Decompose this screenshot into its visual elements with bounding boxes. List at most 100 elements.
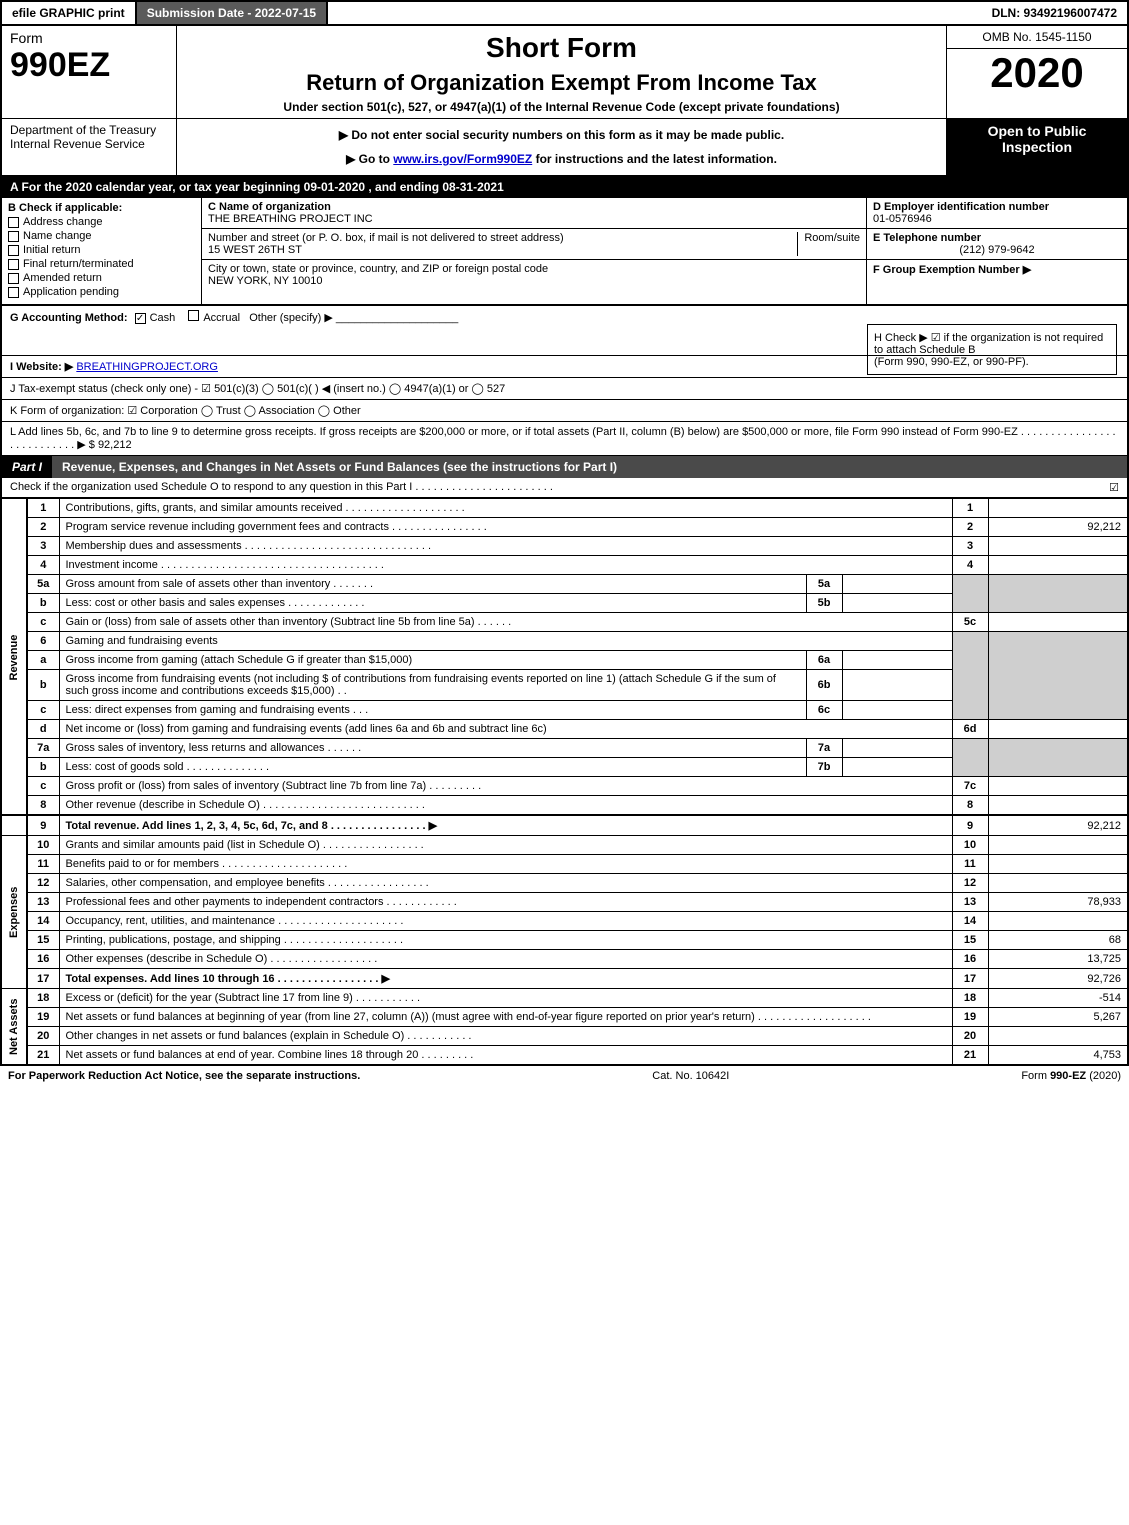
part1-tag: Part I	[2, 456, 52, 478]
line-ref: 11	[952, 855, 988, 874]
part1-subnote-text: Check if the organization used Schedule …	[10, 481, 553, 494]
cb-address-change[interactable]: Address change	[8, 216, 195, 228]
form-word: Form	[10, 30, 168, 46]
line-ref: 3	[952, 537, 988, 556]
line-num: b	[27, 670, 59, 701]
note2-pre: ▶ Go to	[346, 152, 393, 166]
line-text: Membership dues and assessments . . . . …	[59, 537, 952, 556]
street-row: Number and street (or P. O. box, if mail…	[202, 229, 866, 260]
phone-row: E Telephone number (212) 979-9642	[867, 229, 1127, 260]
omb-year-cell: OMB No. 1545-1150 2020	[947, 26, 1127, 119]
lines-table: Revenue 1 Contributions, gifts, grants, …	[0, 498, 1129, 1065]
shade-cell	[988, 575, 1128, 613]
table-row: 9 Total revenue. Add lines 1, 2, 3, 4, 5…	[1, 815, 1128, 836]
cb-label: Name change	[23, 230, 92, 242]
cb-final-return[interactable]: Final return/terminated	[8, 258, 195, 270]
l-text: L Add lines 5b, 6c, and 7b to line 9 to …	[10, 426, 1116, 451]
line-amount	[988, 874, 1128, 893]
line-amount	[988, 855, 1128, 874]
line-num: 4	[27, 556, 59, 575]
form-label-cell: Form 990EZ	[2, 26, 177, 119]
mini-amount	[842, 670, 952, 701]
shade-cell	[988, 632, 1128, 720]
header-grid-2: Department of the Treasury Internal Reve…	[0, 119, 1129, 176]
table-row: Revenue 1 Contributions, gifts, grants, …	[1, 499, 1128, 518]
omb-number: OMB No. 1545-1150	[947, 26, 1127, 49]
line-text: Occupancy, rent, utilities, and maintena…	[59, 912, 952, 931]
table-row: 2 Program service revenue including gove…	[1, 518, 1128, 537]
line-text: Gross income from fundraising events (no…	[59, 670, 806, 701]
ein-row: D Employer identification number 01-0576…	[867, 198, 1127, 229]
addr-label: Number and street (or P. O. box, if mail…	[208, 232, 564, 244]
cb-label: Amended return	[23, 272, 102, 284]
l-amount: 92,212	[98, 439, 132, 451]
cb-accrual[interactable]	[188, 310, 199, 321]
line-num: b	[27, 758, 59, 777]
submission-date: Submission Date - 2022-07-15	[137, 2, 328, 24]
i-label: I Website: ▶	[10, 361, 73, 373]
line-text: Less: cost or other basis and sales expe…	[59, 594, 806, 613]
mini-ref: 7a	[806, 739, 842, 758]
line-amount	[988, 912, 1128, 931]
line-text: Excess or (deficit) for the year (Subtra…	[59, 989, 952, 1008]
line-amount	[988, 556, 1128, 575]
line-num: 13	[27, 893, 59, 912]
shade-cell	[952, 739, 988, 777]
line-ref: 8	[952, 796, 988, 816]
line-ref: 4	[952, 556, 988, 575]
shade-cell	[952, 575, 988, 613]
checkbox-icon	[8, 273, 19, 284]
mini-amount	[842, 758, 952, 777]
table-row: 6 Gaming and fundraising events	[1, 632, 1128, 651]
line-text: Program service revenue including govern…	[59, 518, 952, 537]
cb-initial-return[interactable]: Initial return	[8, 244, 195, 256]
line-ref: 12	[952, 874, 988, 893]
room-label: Room/suite	[797, 232, 860, 256]
cb-cash[interactable]	[135, 313, 146, 324]
line-amount	[988, 796, 1128, 816]
spacer-cell	[1, 815, 27, 836]
dept-line2: Internal Revenue Service	[10, 137, 168, 151]
page-footer: For Paperwork Reduction Act Notice, see …	[0, 1065, 1129, 1086]
row-j: J Tax-exempt status (check only one) - ☑…	[0, 378, 1129, 400]
line-amount: 4,753	[988, 1046, 1128, 1065]
part1-subnote: Check if the organization used Schedule …	[0, 478, 1129, 498]
website-link[interactable]: BREATHINGPROJECT.ORG	[76, 361, 218, 373]
line-text: Gaming and fundraising events	[59, 632, 952, 651]
footer-right-post: (2020)	[1086, 1070, 1121, 1082]
table-row: 8 Other revenue (describe in Schedule O)…	[1, 796, 1128, 816]
mini-amount	[842, 701, 952, 720]
box-b-title: B Check if applicable:	[8, 202, 195, 214]
checkbox-icon	[8, 259, 19, 270]
row-l: L Add lines 5b, 6c, and 7b to line 9 to …	[0, 422, 1129, 456]
short-form-title: Short Form	[185, 32, 938, 64]
line-text: Net assets or fund balances at beginning…	[59, 1008, 952, 1027]
line-text: Other expenses (describe in Schedule O) …	[59, 950, 952, 969]
topbar-spacer	[328, 2, 981, 24]
row-k: K Form of organization: ☑ Corporation ◯ …	[0, 400, 1129, 422]
line-amount: 92,212	[988, 815, 1128, 836]
line-num: 21	[27, 1046, 59, 1065]
box-b: B Check if applicable: Address change Na…	[2, 198, 202, 304]
g-cash: Cash	[150, 312, 176, 324]
line-num: d	[27, 720, 59, 739]
efile-label: efile GRAPHIC print	[2, 2, 137, 24]
cb-application-pending[interactable]: Application pending	[8, 286, 195, 298]
mini-ref: 5a	[806, 575, 842, 594]
notes-cell: ▶ Do not enter social security numbers o…	[177, 119, 947, 176]
line-ref: 10	[952, 836, 988, 855]
irs-link[interactable]: www.irs.gov/Form990EZ	[393, 152, 532, 166]
cb-name-change[interactable]: Name change	[8, 230, 195, 242]
cb-label: Final return/terminated	[23, 258, 134, 270]
checkbox-icon	[8, 287, 19, 298]
line-amount: 92,212	[988, 518, 1128, 537]
line-num: 7a	[27, 739, 59, 758]
mini-ref: 7b	[806, 758, 842, 777]
g-other: Other (specify) ▶	[249, 312, 333, 324]
line-ref: 9	[952, 815, 988, 836]
tax-year: 2020	[947, 49, 1127, 97]
addr-value: 15 WEST 26TH ST	[208, 244, 302, 256]
table-row: Expenses 10 Grants and similar amounts p…	[1, 836, 1128, 855]
cb-amended-return[interactable]: Amended return	[8, 272, 195, 284]
table-row: Net Assets 18 Excess or (deficit) for th…	[1, 989, 1128, 1008]
